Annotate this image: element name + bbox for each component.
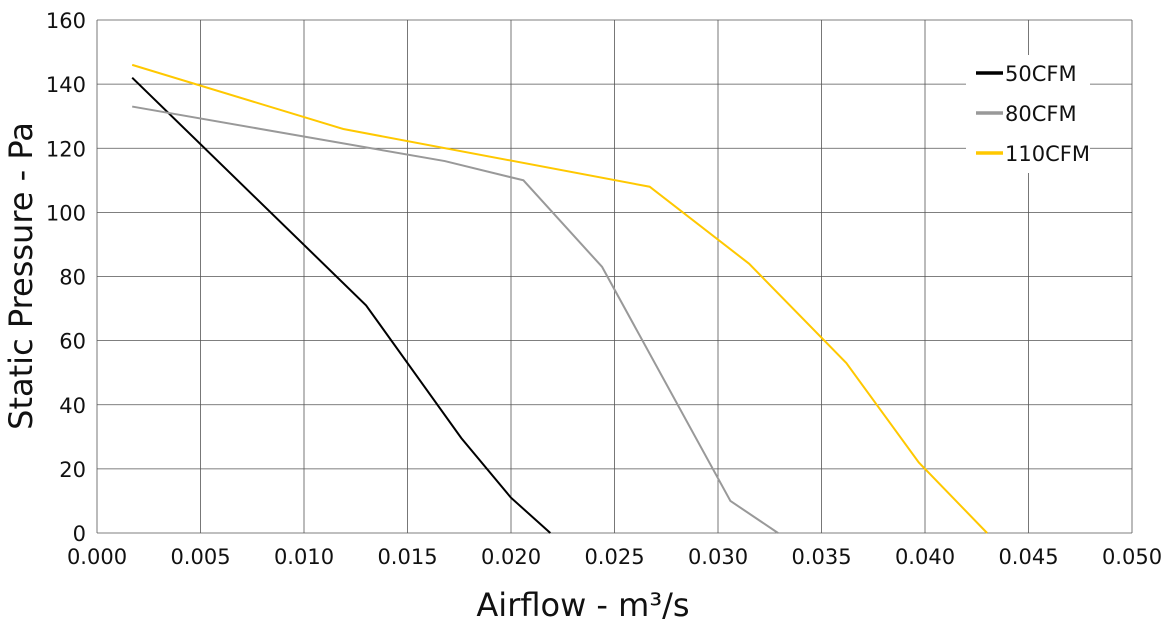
x-tick-label: 0.050 bbox=[1102, 545, 1162, 569]
series-line-110cfm bbox=[131, 63, 988, 534]
x-tick-label: 0.000 bbox=[67, 545, 127, 569]
y-axis-label: Static Pressure - Pa bbox=[2, 122, 40, 430]
y-tick-label: 20 bbox=[59, 458, 86, 482]
x-tick-label: 0.005 bbox=[170, 545, 230, 569]
legend: 50CFM 80CFM 110CFM bbox=[966, 55, 1090, 173]
x-tick-label: 0.035 bbox=[791, 545, 851, 569]
x-tick-label: 0.040 bbox=[895, 545, 955, 569]
y-tick-labels: 0 20 40 60 80 100 120 140 160 bbox=[46, 9, 86, 546]
x-tick-label: 0.020 bbox=[481, 545, 541, 569]
legend-label: 80CFM bbox=[1005, 102, 1077, 126]
x-tick-label: 0.045 bbox=[998, 545, 1058, 569]
x-tick-label: 0.010 bbox=[274, 545, 334, 569]
y-tick-label: 100 bbox=[46, 201, 86, 225]
legend-label: 110CFM bbox=[1005, 142, 1090, 166]
legend-label: 50CFM bbox=[1005, 62, 1077, 86]
y-tick-label: 80 bbox=[59, 266, 86, 290]
y-tick-label: 60 bbox=[59, 330, 86, 354]
x-tick-label: 0.030 bbox=[688, 545, 748, 569]
y-tick-label: 120 bbox=[46, 137, 86, 161]
y-tick-label: 40 bbox=[59, 394, 86, 418]
y-tick-label: 140 bbox=[46, 73, 86, 97]
y-tick-label: 0 bbox=[73, 522, 86, 546]
series-line-50cfm bbox=[131, 76, 551, 534]
x-tick-label: 0.025 bbox=[584, 545, 644, 569]
x-axis-label: Airflow - m³/s bbox=[476, 586, 689, 623]
y-tick-label: 160 bbox=[46, 9, 86, 33]
series-line-80cfm bbox=[132, 105, 779, 534]
series-lines bbox=[131, 63, 988, 534]
x-tick-labels: 0.000 0.005 0.010 0.015 0.020 0.025 0.030 0.035… bbox=[67, 545, 1162, 569]
grid bbox=[96, 19, 1133, 534]
x-tick-label: 0.015 bbox=[377, 545, 437, 569]
